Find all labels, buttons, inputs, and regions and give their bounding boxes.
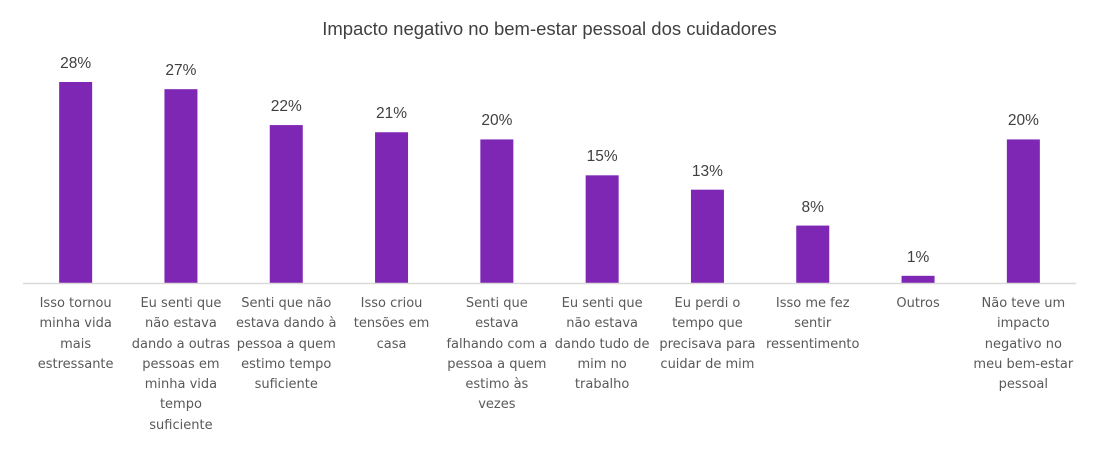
category-label: Eu senti que não estava dando tudo de mi… bbox=[554, 296, 650, 393]
category-label: Isso tornou minha vida mais estressante bbox=[37, 296, 114, 372]
bar bbox=[269, 125, 303, 283]
category-label: Eu perdi o tempo que precisava para cuid… bbox=[659, 296, 756, 372]
category-label: Senti que estava falhando com a pessoa a… bbox=[446, 296, 548, 413]
bar bbox=[901, 275, 935, 283]
bar bbox=[375, 132, 409, 283]
chart-title: Impacto negativo no bem-estar pessoal do… bbox=[322, 18, 777, 39]
data-label: 1% bbox=[906, 248, 930, 266]
data-label: 8% bbox=[801, 198, 824, 216]
bar bbox=[585, 175, 619, 283]
bar bbox=[480, 139, 514, 283]
data-label: 20% bbox=[1007, 112, 1039, 130]
data-label: 13% bbox=[691, 162, 723, 180]
category-label: Eu senti que não estava dando a outras p… bbox=[131, 296, 231, 433]
data-label: 21% bbox=[376, 105, 408, 123]
bar bbox=[690, 189, 724, 283]
bar bbox=[1006, 139, 1040, 283]
bar bbox=[164, 89, 198, 283]
category-label: Senti que não estava dando à pessoa a qu… bbox=[236, 296, 337, 393]
data-label: 15% bbox=[586, 148, 618, 166]
category-label: Não teve um impacto negativo no meu bem-… bbox=[973, 296, 1074, 393]
data-label: 20% bbox=[481, 112, 513, 130]
category-label: Isso criou tensões em casa bbox=[353, 296, 430, 352]
bar bbox=[59, 82, 93, 283]
bar bbox=[796, 225, 830, 283]
data-label: 27% bbox=[165, 62, 197, 80]
data-label: 28% bbox=[60, 55, 92, 72]
data-label: 22% bbox=[270, 98, 302, 116]
category-label: Outros bbox=[896, 296, 940, 311]
category-label: Isso me fez sentir ressentimento bbox=[765, 296, 860, 352]
